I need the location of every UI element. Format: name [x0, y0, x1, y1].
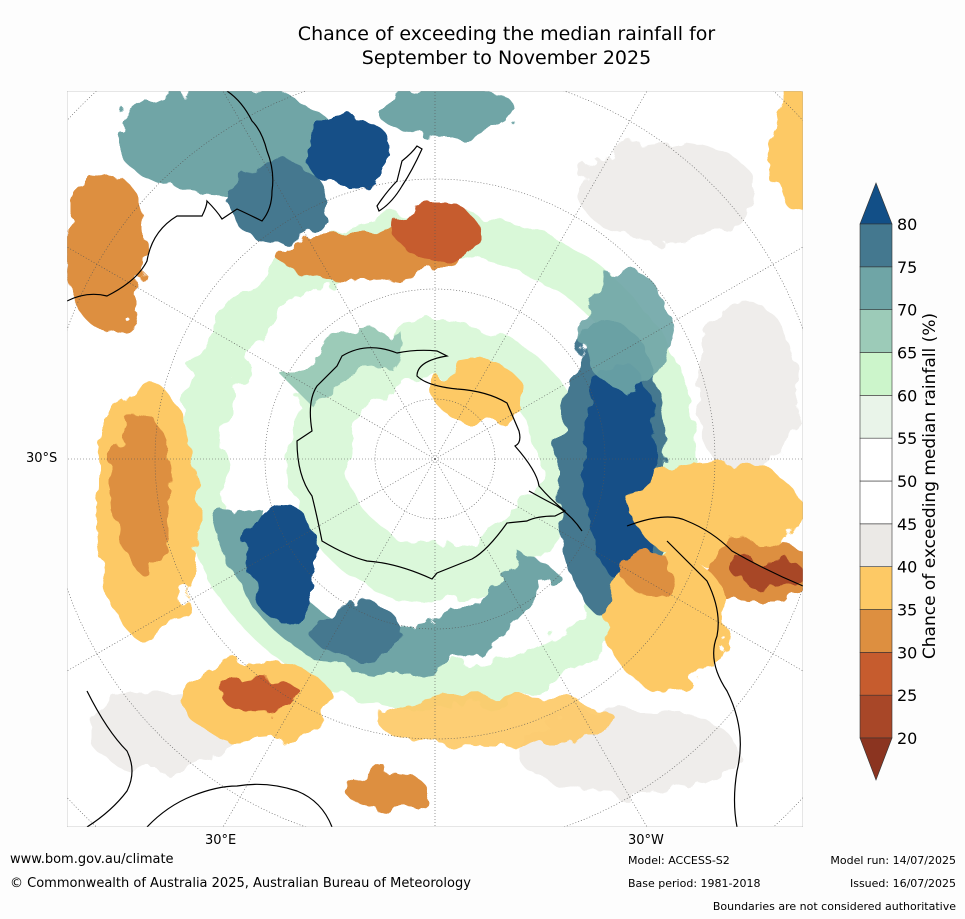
colorbar-segment [859, 266, 893, 310]
colorbar-segment [859, 437, 893, 482]
colorbar-extend-low [859, 737, 893, 781]
title-line-2: September to November 2025 [361, 47, 652, 69]
colorbar-tick-label: 70 [897, 301, 917, 320]
colorbar-tick-label: 45 [897, 515, 917, 534]
colorbar-tick-label: 35 [897, 601, 917, 620]
antarctica-coast [296, 347, 567, 580]
colorbar-tick-label: 80 [897, 215, 917, 234]
lon-label-30e: 30°E [205, 833, 237, 848]
footer-model: Model: ACCESS-S2 [628, 854, 730, 867]
colorbar-tick-label: 25 [897, 686, 917, 705]
colorbar: 20 25 30 35 40 45 50 55 60 65 70 75 80 [859, 182, 917, 781]
colorbar-segment [859, 309, 893, 353]
colorbar-segment [859, 523, 893, 567]
probability-fields [67, 91, 803, 811]
colorbar-tick-label: 40 [897, 558, 917, 577]
colorbar-tick-label: 60 [897, 386, 917, 405]
rainfall-probability-map[interactable] [67, 91, 803, 827]
footer-disclaimer: Boundaries are not considered authoritat… [712, 900, 956, 913]
south-america-coast [626, 516, 803, 587]
lon-label-30w: 30°W [628, 833, 664, 848]
graticule [67, 91, 803, 827]
colorbar-segment [859, 223, 893, 268]
africa-coast [146, 783, 333, 827]
australia-west-coast [86, 690, 133, 827]
antarctic-peninsula [528, 490, 583, 532]
australia-coast [67, 91, 274, 302]
lat-label-30s: 30°S [26, 451, 58, 466]
colorbar-tick-label: 75 [897, 258, 917, 277]
footer-url[interactable]: www.bom.gov.au/climate [10, 852, 174, 867]
colorbar-segment [859, 609, 893, 653]
colorbar-tick-label: 55 [897, 429, 917, 448]
colorbar-tick-label: 20 [897, 729, 917, 748]
colorbar-tick-label: 65 [897, 344, 917, 363]
colorbar-segment [859, 694, 893, 739]
colorbar-extend-high [859, 182, 893, 225]
footer-copyright: © Commonwealth of Australia 2025, Austra… [10, 876, 471, 891]
chart-title: Chance of exceeding the median rainfall … [0, 22, 965, 70]
colorbar-segment [859, 566, 893, 610]
brazil-coast [666, 540, 741, 827]
colorbar-segments [859, 182, 893, 781]
footer-base-period: Base period: 1981-2018 [628, 877, 761, 890]
colorbar-ticks: 20 25 30 35 40 45 50 55 60 65 70 75 80 [897, 215, 917, 748]
new-zealand-coast [376, 145, 423, 212]
colorbar-tick-label: 30 [897, 643, 917, 662]
colorbar-segment [859, 652, 893, 696]
coastlines [67, 91, 803, 827]
footer-issued: Issued: 16/07/2025 [849, 877, 956, 890]
title-line-1: Chance of exceeding the median rainfall … [297, 23, 716, 45]
colorbar-title: Chance of exceeding median rainfall (%) [920, 312, 940, 660]
colorbar-segment [859, 395, 893, 439]
footer-model-run: Model run: 14/07/2025 [830, 854, 956, 867]
colorbar-segment [859, 352, 893, 396]
colorbar-tick-label: 50 [897, 472, 917, 491]
colorbar-segment [859, 480, 893, 525]
